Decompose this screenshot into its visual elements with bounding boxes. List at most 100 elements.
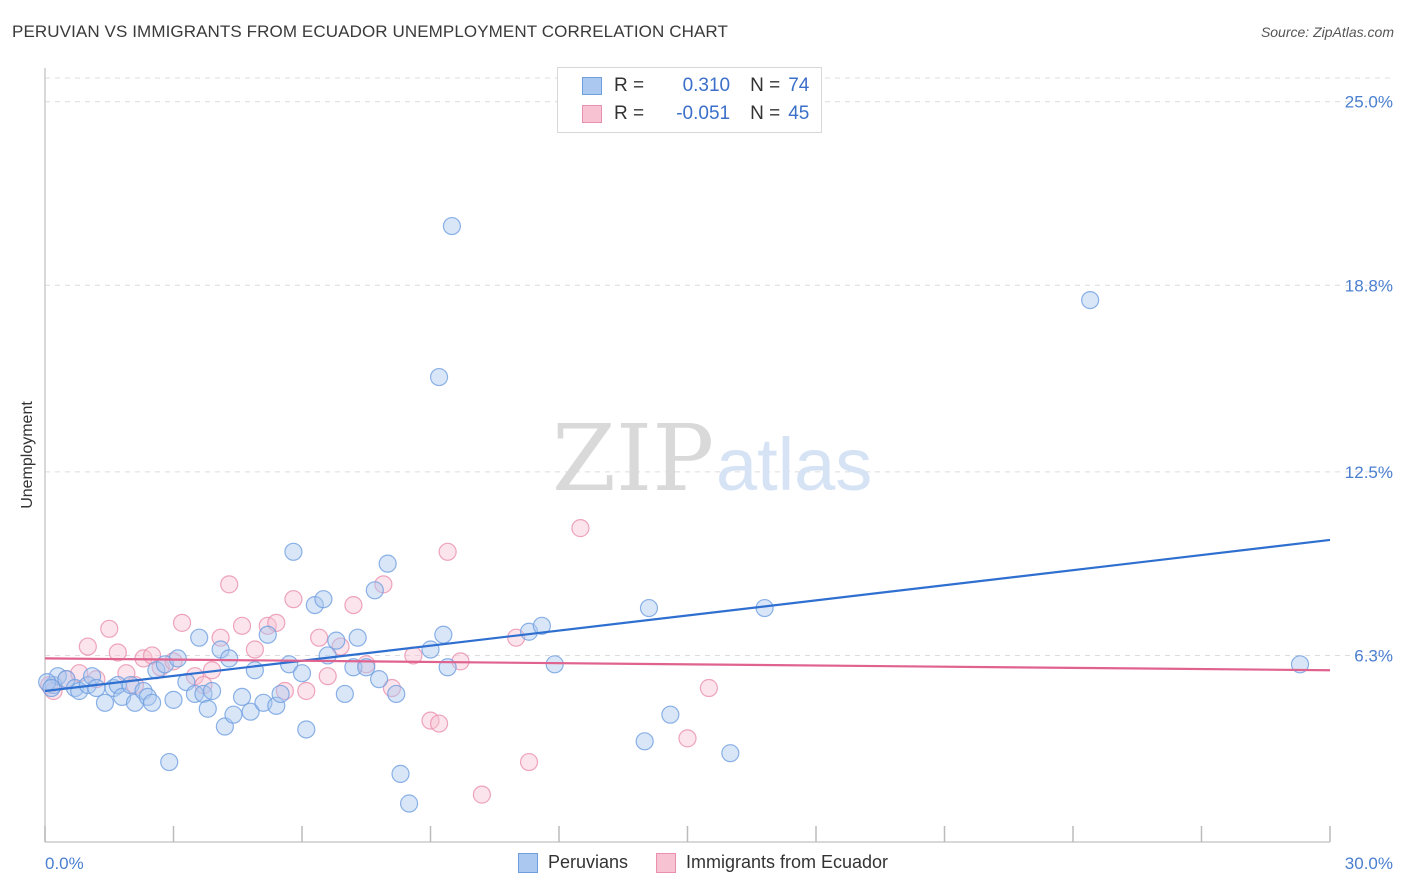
peruvian-point [292,664,312,683]
peruvian-point [639,598,659,618]
ecuador-point [310,628,329,647]
peruvian-point [327,631,346,650]
n-label: N = [750,75,781,96]
peruvian-point [391,764,410,783]
peruvian-point [232,687,252,706]
watermark: ZIP atlas [552,405,872,512]
x-tick-label: 30.0% [1345,854,1393,873]
peruvians-legend-swatch [517,852,538,873]
stats-legend-row-ecuador: R = -0.051 N = 45 [582,101,809,127]
peruvian-point [190,628,209,647]
ecuador-point [678,729,697,748]
peruvian-point [344,658,363,677]
peruvian-point [357,658,376,677]
stats-legend-row-peruvians: R = 0.310 N = 74 [582,73,809,99]
peruvian-point [108,675,127,695]
peruvian-point [284,542,303,561]
peruvians-swatch [582,77,602,95]
peruvian-point [434,625,453,644]
x-tick-label: 0.0% [45,854,84,873]
peruvian-point [198,699,217,718]
peruvian-point [224,705,243,724]
peruvian-point [429,367,449,387]
y-tick-label: 6.3% [1354,646,1393,665]
ecuador-point [220,575,239,594]
peruvian-point [421,640,440,659]
ecuador-point [100,619,119,638]
ecuador-point [429,714,449,733]
ecuador-point [284,590,303,609]
ecuador-point [232,616,252,635]
chart-title: PERUVIAN VS IMMIGRANTS FROM ECUADOR UNEM… [12,22,728,41]
peruvian-point [532,616,551,635]
n-value: 74 [788,75,810,96]
peruvian-point [267,696,286,715]
peruvian-point [168,649,187,668]
r-value: -0.051 [676,103,731,124]
r-label: R = [614,103,645,124]
r-label: R = [614,75,645,96]
points-layer [38,216,1310,813]
y-tick-label: 18.8% [1345,276,1393,295]
peruvian-point [297,720,316,739]
peruvian-point [42,678,61,698]
peruvian-point [399,794,419,813]
trend-layer [44,538,1331,693]
legend-label: Peruvians [547,852,628,872]
watermark-zip-text: ZIP [552,405,714,512]
n-value: 45 [788,103,810,124]
ecuador-point [318,667,337,686]
peruvian-point [220,649,239,668]
peruvian-point [164,690,183,709]
legend-label: Immigrants from Ecuador [685,852,889,872]
stats-legend: R = 0.310 N = 74 R = -0.051 N = 45 [557,67,822,133]
peruvian-point [142,693,162,712]
peruvian-point [661,705,680,724]
peruvian-point [335,684,354,704]
peruvian-point [378,554,397,573]
peruvian-point [245,661,264,680]
grid-layer [45,77,1395,656]
peruvian-point [87,678,106,698]
ecuador-point [245,640,264,659]
ecuador-point [438,542,457,561]
source-label: Source: ZipAtlas.com [1260,24,1394,40]
peruvian-point [721,744,740,763]
ecuador-point [472,785,491,804]
ecuador-point [344,596,363,615]
ecuador-point [108,643,127,662]
ecuador-point [699,678,719,698]
axis-layer [44,68,1331,843]
y-tick-label: 25.0% [1345,93,1393,112]
ecuador-trend-line [44,657,1331,672]
y-tick-label: 12.5% [1345,463,1393,482]
peruvian-point [365,581,384,600]
ecuador-point [172,613,192,632]
ecuador-point [519,752,539,772]
peruvians-trend-line [44,538,1331,693]
peruvian-point [635,732,654,751]
legend-item-peruvians[interactable]: Peruvians [517,852,628,873]
r-value: 0.310 [682,75,731,96]
peruvian-point [442,216,462,236]
ecuador-point [571,519,590,538]
ecuador-point [297,681,316,701]
peruvian-point [314,590,333,609]
peruvian-point [370,670,389,689]
peruvian-point [348,628,367,647]
peruvian-point [545,655,564,674]
ecuador-legend-swatch [655,852,676,873]
peruvian-point [1290,655,1310,674]
n-label: N = [750,103,781,124]
peruvian-point [95,693,115,712]
peruvian-point [202,681,222,701]
ecuador-swatch [582,105,602,123]
legend-item-ecuador[interactable]: Immigrants from Ecuador [655,852,889,873]
peruvian-point [1081,290,1100,310]
peruvian-point [387,684,406,704]
ecuador-point [78,637,97,656]
peruvian-point [258,625,277,644]
peruvian-point [271,684,290,704]
peruvian-point [241,702,260,721]
